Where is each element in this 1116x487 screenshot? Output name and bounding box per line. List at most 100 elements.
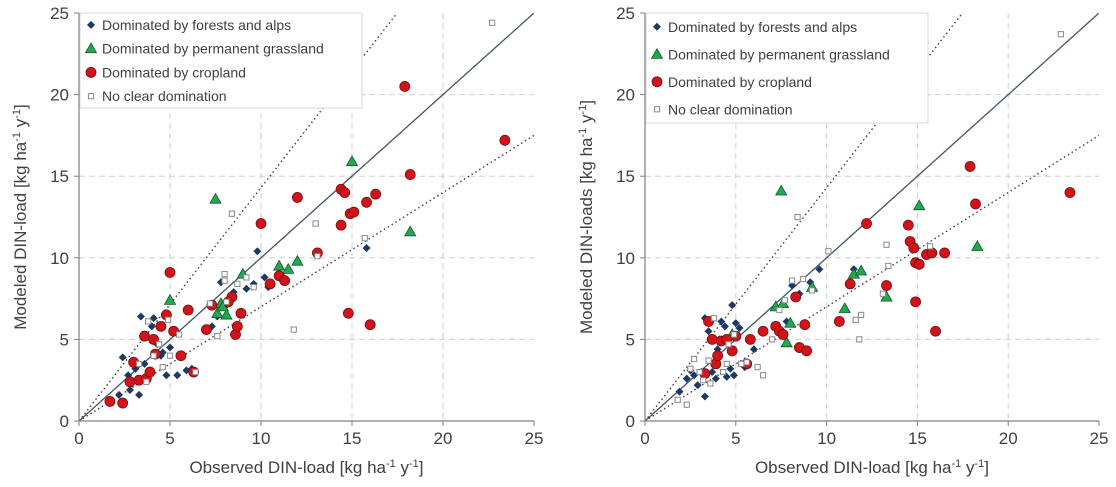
cropland-point (902, 219, 914, 231)
x-tick-label: 0 (640, 429, 649, 448)
noclear-point (221, 277, 228, 284)
y-tick-label: 20 (616, 86, 635, 105)
noclear-point (879, 290, 886, 297)
legend-label: Dominated by forests and alps (668, 19, 857, 35)
cropland-point (1064, 187, 1076, 198)
forests-point (704, 327, 713, 336)
x-tick-label: 20 (999, 429, 1018, 448)
legend-item-forests: Dominated by forests and alps (87, 17, 291, 33)
legend-label: Dominated by permanent grassland (102, 41, 324, 57)
noclear-point (883, 241, 890, 248)
legend-marker-circle-icon (651, 76, 663, 88)
forests-point (749, 345, 758, 354)
forests-point (735, 323, 744, 332)
noclear-point (166, 352, 174, 359)
cropland-point (139, 330, 150, 342)
legend-label: No clear domination (102, 88, 227, 104)
legend-marker-square-icon (87, 93, 95, 100)
noclear-point (776, 306, 783, 314)
noclear-point (192, 368, 199, 376)
y-tick-label: 25 (616, 4, 635, 23)
cropland-point (370, 188, 382, 200)
noclear-point (361, 235, 368, 242)
x-tick-label: 0 (74, 429, 83, 448)
forests-point (693, 381, 702, 390)
deviation-line (645, 134, 1099, 421)
grassland-point (971, 240, 984, 251)
forests-point (166, 343, 174, 352)
cropland-point (279, 275, 291, 287)
legend-box (645, 12, 929, 124)
noclear-point (808, 287, 816, 294)
y-tick-label: 5 (626, 330, 635, 349)
forests-point (731, 319, 740, 328)
noclear-point (155, 341, 163, 348)
cropland-point (970, 198, 981, 210)
legend-box (79, 12, 363, 109)
cropland-point (335, 219, 347, 231)
forests-point (136, 312, 145, 321)
noclear-point (707, 380, 714, 387)
grassland-point (913, 199, 926, 211)
cropland-point (155, 320, 167, 332)
noclear-point (243, 274, 250, 281)
noclear-point (788, 277, 796, 284)
noclear-point (159, 364, 166, 371)
forests-point (253, 247, 262, 256)
cropland-point (117, 397, 129, 409)
noclear-point (150, 352, 157, 359)
cropland-point (844, 278, 856, 290)
noclear-point (690, 355, 698, 363)
cropland-point (777, 329, 789, 340)
legend-item-noclear: No clear domination (87, 88, 227, 104)
cropland-point (200, 324, 212, 336)
cropland-point (910, 296, 921, 308)
noclear-point (221, 271, 228, 278)
cropland-point (361, 196, 372, 208)
noclear-point (781, 297, 788, 304)
noclear-point (234, 280, 241, 288)
cropland-point (964, 161, 976, 172)
y-axis-label: Modeled DIN-load [kg ha-1 y-1] (11, 104, 30, 330)
cropland-point (399, 81, 411, 92)
noclear-point (825, 248, 832, 255)
forests-point (700, 392, 709, 401)
deviation-line (645, 13, 964, 421)
y-tick-label: 10 (50, 249, 69, 268)
noclear-point (759, 372, 767, 379)
x-axis-label: Observed DIN-load [kg ha-1 y-1] (755, 458, 989, 477)
forests-point (728, 301, 737, 310)
y-tick-label: 5 (60, 330, 69, 349)
x-tick-label: 5 (165, 429, 174, 448)
grassland-point (209, 192, 222, 204)
noclear-point (1057, 31, 1064, 38)
forests-point (675, 387, 684, 396)
legend: Dominated by forests and alps Dominated b… (645, 12, 929, 124)
legend-marker-triangle-icon (84, 42, 98, 54)
cropland-point (757, 325, 769, 337)
axes: 0 5 10 15 20 25 0 5 10 15 20 25 (50, 4, 543, 448)
cropland-series (699, 161, 1076, 380)
noclear-point (794, 213, 801, 221)
noclear-point (719, 368, 727, 376)
y-tick-label: 10 (616, 249, 635, 268)
legend-marker-triangle-icon (650, 47, 664, 59)
noclear-point (250, 284, 257, 291)
cropland-point (235, 307, 247, 319)
forests-point (140, 359, 149, 368)
x-tick-label: 10 (817, 429, 836, 448)
grassland-point (838, 302, 851, 313)
cropland-point (930, 325, 941, 337)
axes: 0 5 10 15 20 25 0 5 10 15 20 25 (616, 4, 1108, 448)
noclear-point (214, 333, 221, 340)
forests-point (173, 371, 182, 380)
noclear-point (206, 300, 214, 307)
forests-point (115, 390, 124, 399)
x-tick-label: 25 (1090, 429, 1109, 448)
cropland-point (364, 319, 376, 331)
forests-point (729, 371, 738, 380)
y-tick-label: 15 (616, 167, 635, 186)
cropland-point (231, 320, 243, 332)
legend-marker-circle-icon (85, 66, 97, 78)
